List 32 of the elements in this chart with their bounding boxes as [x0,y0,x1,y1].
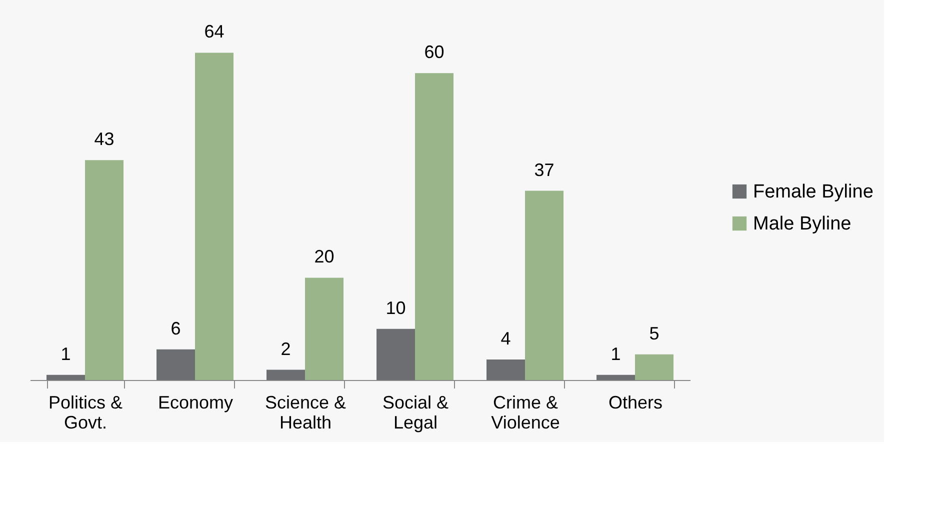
x-tick-label: Politics & Govt. [48,392,123,432]
data-label: 1 [60,344,71,364]
bar [305,278,344,380]
x-tick-label: Social & Legal [382,392,449,432]
bar [156,349,195,380]
bar [266,370,305,380]
data-label: 37 [534,160,554,180]
bar [635,354,674,380]
bar [525,190,564,380]
bar [376,328,415,380]
bar [46,374,85,380]
data-label: 4 [500,328,511,349]
data-label: 5 [649,323,660,344]
legend-label: Male Byline [753,214,852,234]
x-tick-label: Others [608,392,663,412]
bar [596,374,635,380]
bar [85,160,124,380]
data-label: 43 [94,129,114,150]
data-label: 10 [386,298,406,318]
x-tick-label: Science & Health [264,392,346,432]
x-tick-label: Crime & Violence [491,392,560,432]
data-label: 60 [424,42,444,62]
data-label: 64 [204,22,224,42]
data-label: 1 [610,344,621,364]
bar [486,360,525,380]
data-label: 6 [170,318,181,338]
data-label: 20 [314,246,334,267]
legend-label: Female Byline [753,182,874,202]
bar [195,52,234,380]
bar [415,73,454,380]
data-label: 2 [280,338,291,359]
x-tick-label: Economy [158,392,234,412]
